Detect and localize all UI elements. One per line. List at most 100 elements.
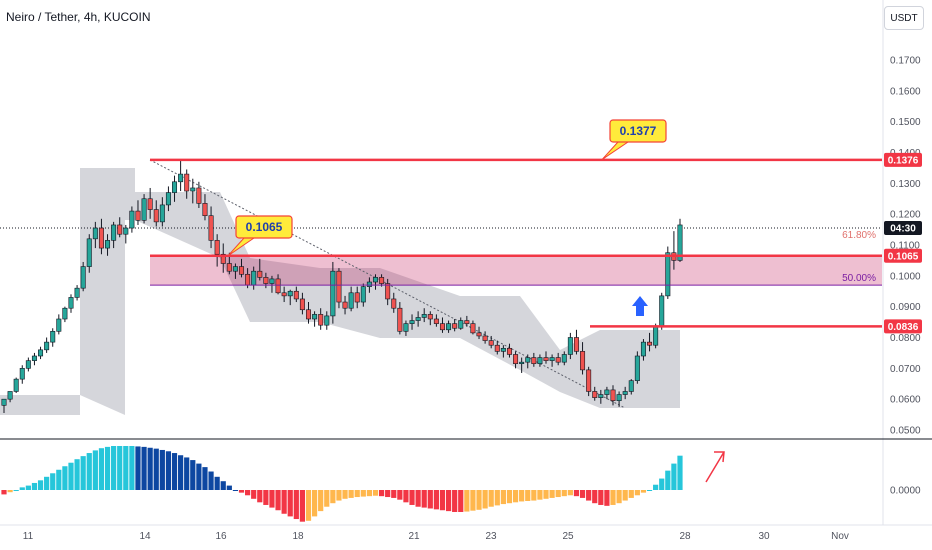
candle-body <box>165 192 171 206</box>
candle-body <box>178 173 184 183</box>
symbol-title: Neiro / Tether, 4h, KUCOIN <box>6 10 151 24</box>
candle-body <box>677 224 683 261</box>
price-tick-label: 0.0700 <box>890 364 921 375</box>
price-tag <box>884 319 922 334</box>
oscillator-bar <box>184 457 190 490</box>
oscillator-bar <box>293 490 299 520</box>
candle-body <box>62 307 68 320</box>
oscillator-bar <box>421 490 427 508</box>
candle-body <box>251 270 257 286</box>
price-tick-label: 0.0900 <box>890 302 921 313</box>
candle-body <box>458 320 464 329</box>
oscillator-bar <box>579 490 586 498</box>
time-tick-label: 21 <box>408 531 420 542</box>
oscillator-bar <box>7 490 13 493</box>
candle-body <box>567 337 573 355</box>
candle-body <box>129 210 135 229</box>
candle-body <box>397 307 403 332</box>
oscillator-bar <box>299 490 306 522</box>
oscillator-bar <box>281 490 287 514</box>
price-tag-label: 0.1065 <box>888 251 919 262</box>
oscillator-bar <box>391 490 397 498</box>
candle-body <box>184 173 190 192</box>
oscillator-bar <box>385 490 391 498</box>
candle-body <box>50 331 56 343</box>
candle-body <box>561 354 567 363</box>
candle-body <box>360 286 366 303</box>
oscillator-bar <box>659 478 665 490</box>
candle-body <box>427 314 433 320</box>
candle-body <box>74 287 80 298</box>
candle-body <box>385 283 391 300</box>
arrow-up-icon <box>632 296 648 316</box>
oscillator-bar <box>592 490 598 504</box>
oscillator-bar <box>196 463 202 490</box>
price-tick-label: 0.0500 <box>890 426 921 437</box>
candle-body <box>403 323 409 332</box>
candle-body <box>269 278 275 284</box>
oscillator-layer: 0.0000 <box>1 446 921 522</box>
candle-body <box>439 323 445 331</box>
candle-body <box>330 270 336 317</box>
candle-body <box>7 391 13 400</box>
time-tick-label: 18 <box>292 531 304 542</box>
candle-body <box>586 369 592 392</box>
oscillator-bar <box>342 490 348 499</box>
time-tick-label: 28 <box>679 531 691 542</box>
oscillator-bar <box>586 490 592 501</box>
price-tick-label: 0.1300 <box>890 179 921 190</box>
candle-body <box>452 323 458 329</box>
candle-body <box>342 301 348 309</box>
oscillator-bar <box>25 485 31 490</box>
callout-text: 0.1377 <box>620 124 657 138</box>
oscillator-bar <box>80 456 86 490</box>
oscillator-bar <box>129 446 135 490</box>
candle-body <box>470 323 476 334</box>
candle-body <box>44 341 50 351</box>
oscillator-bar <box>445 490 452 512</box>
price-tick-label: 0.0600 <box>890 395 921 406</box>
currency-button[interactable]: USDT <box>884 6 924 30</box>
price-tick-label: 0.0800 <box>890 333 921 344</box>
candle-body <box>208 215 214 241</box>
oscillator-bar <box>208 471 214 490</box>
oscillator-bar <box>336 490 342 501</box>
candle-body <box>415 317 421 321</box>
candle-body <box>117 224 123 235</box>
candle-body <box>580 351 586 371</box>
price-axis: 0.17000.16000.15000.14000.13000.12000.11… <box>0 0 932 526</box>
oscillator-bar <box>171 453 178 490</box>
candle-body <box>494 344 500 352</box>
oscillator-bar <box>470 490 476 511</box>
oscillator-bar <box>397 490 403 500</box>
oscillator-bar <box>117 446 123 490</box>
candle-body <box>354 292 360 303</box>
oscillator-bar <box>354 490 360 498</box>
oscillator-bar <box>147 447 153 490</box>
candle-body <box>592 391 598 398</box>
candle-body <box>318 314 324 326</box>
oscillator-bar <box>220 481 226 490</box>
candle-body <box>232 266 238 272</box>
candle-body <box>287 290 293 297</box>
candle-body <box>598 394 604 398</box>
oscillator-bar <box>500 490 506 505</box>
candle-body <box>604 389 610 395</box>
oscillator-bar <box>628 490 634 498</box>
candle-body <box>464 320 470 324</box>
oscillator-bar <box>68 462 74 490</box>
oscillator-bar <box>202 467 208 490</box>
price-tick-label: 0.1000 <box>890 271 921 282</box>
oscillator-bar <box>165 451 172 490</box>
candle-body <box>190 187 196 192</box>
candle-body <box>659 295 665 328</box>
oscillator-bar <box>19 487 25 490</box>
price-tick-label: 0.1600 <box>890 86 921 97</box>
callout-box <box>235 215 293 239</box>
candle-body <box>653 326 659 346</box>
oscillator-bar <box>178 455 184 490</box>
candle-body <box>500 347 506 352</box>
levels-layer: 61.80% 50.00% 0.1377 0.1065 <box>150 119 882 328</box>
price-tag-label: 04:30 <box>890 224 916 235</box>
